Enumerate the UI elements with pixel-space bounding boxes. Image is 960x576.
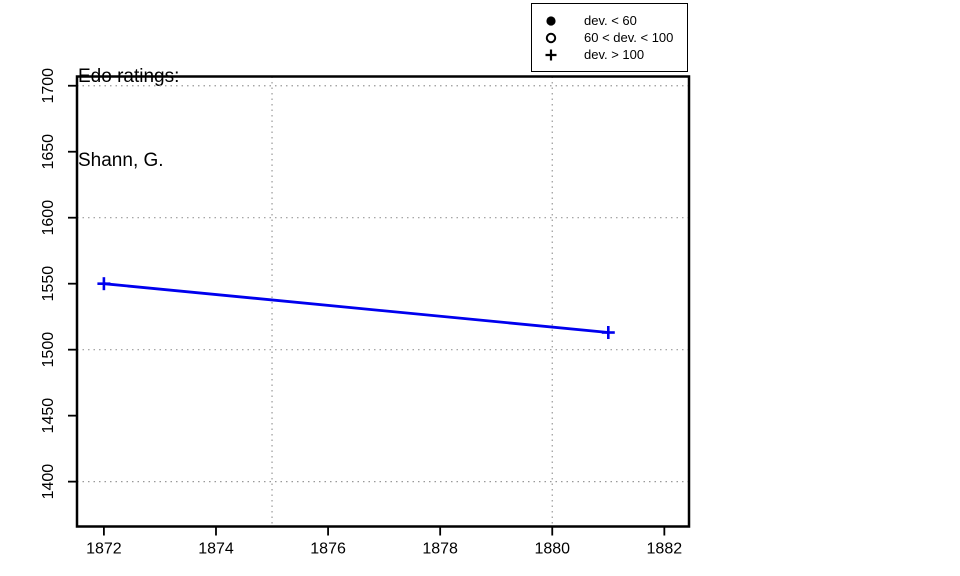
plot-border xyxy=(75,75,691,528)
x-axis-tick-label: 1878 xyxy=(422,541,458,558)
y-axis-tick-label: 1450 xyxy=(40,398,57,434)
legend: dev. < 60 60 < dev. < 100 dev. > 100 xyxy=(531,3,688,72)
chart-title-block: Edo ratings: Shann, G. xyxy=(78,7,179,231)
x-axis-tick-label: 1874 xyxy=(198,541,234,558)
y-axis-tick-label: 1700 xyxy=(40,68,57,104)
series-line xyxy=(103,282,609,334)
legend-item-label: dev. > 100 xyxy=(584,47,645,62)
x-axis-tick-label: 1872 xyxy=(86,541,122,558)
filled-circle-icon xyxy=(544,14,558,28)
y-axis-tick-label: 1650 xyxy=(40,134,57,170)
x-axis-tick-label: 1876 xyxy=(310,541,346,558)
x-axis-tick-label: 1880 xyxy=(534,541,570,558)
plus-icon xyxy=(544,48,558,62)
legend-item: dev. < 60 xyxy=(532,12,687,29)
y-axis-tick-label: 1400 xyxy=(40,464,57,500)
y-axis-tick-label: 1600 xyxy=(40,200,57,236)
y-axis-tick-label: 1550 xyxy=(40,266,57,302)
x-axis-tick-label: 1882 xyxy=(647,541,683,558)
chart-subtitle: Shann, G. xyxy=(78,150,164,171)
legend-item: 60 < dev. < 100 xyxy=(532,29,687,46)
legend-item: dev. > 100 xyxy=(532,46,687,63)
legend-item-label: 60 < dev. < 100 xyxy=(584,30,674,45)
open-circle-icon xyxy=(544,31,558,45)
y-axis-tick-label: 1500 xyxy=(40,332,57,368)
legend-item-label: dev. < 60 xyxy=(584,13,637,28)
